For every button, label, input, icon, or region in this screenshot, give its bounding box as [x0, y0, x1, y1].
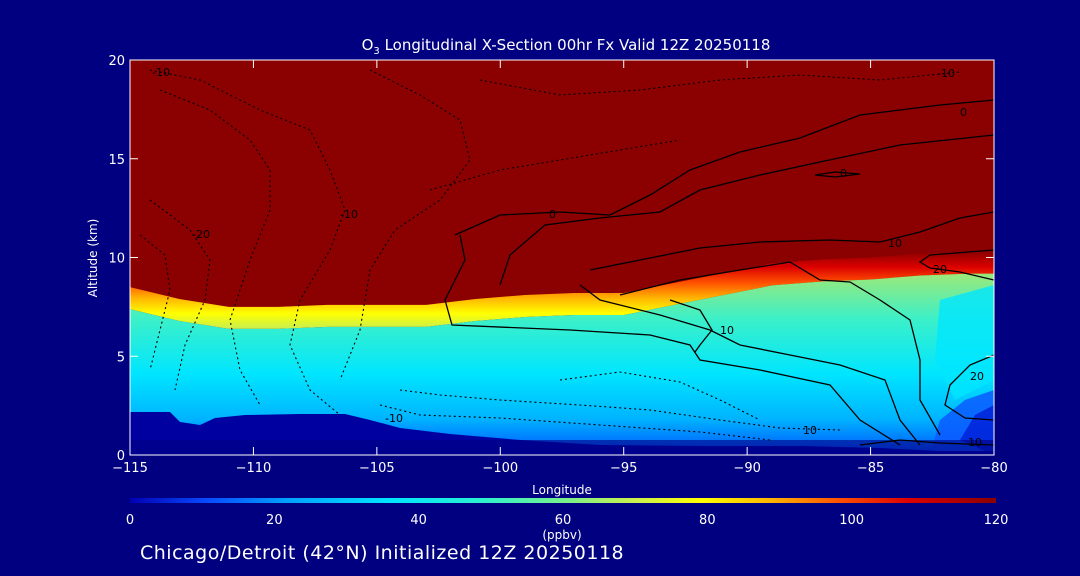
title-o: O: [362, 36, 374, 54]
contour-label-20-b: 20: [970, 370, 984, 383]
troposphere-fill: [130, 273, 994, 455]
y-axis: 0 5 10 15 20: [108, 54, 994, 464]
contour-label-0: 0: [549, 208, 556, 221]
contour-label-neg10-d: -10: [385, 412, 403, 425]
contour-neg-10-g: [559, 371, 761, 421]
contour-label-10-b: 10: [888, 237, 902, 250]
y-tick-label: 20: [108, 54, 125, 69]
contour-0-east: [444, 234, 901, 446]
transition-band: [130, 251, 994, 329]
contour-neg-20-b: [139, 234, 171, 371]
contour-label-neg10-a: -10: [152, 66, 170, 79]
contour-20-east: [918, 249, 994, 281]
x-tick-label: −95: [610, 461, 637, 476]
footer-caption: Chicago/Detroit (42°N) Initialized 12Z 2…: [140, 542, 625, 564]
contour-label-neg10-c: -10: [340, 208, 358, 221]
contour-label-neg20: -20: [192, 228, 210, 241]
contour-0-mid: [669, 299, 713, 353]
x-axis: −115 −110 −105 −100 −95 −90 −85 −80: [112, 60, 1008, 476]
plot-area: 10 0 10 20 -10 -10 0 0 -10 -20 -10 10 10…: [130, 60, 994, 455]
contour-label-0-c: 0: [840, 167, 847, 180]
contour-label-10-d: 10: [968, 436, 982, 449]
colorbar-ticks: 0 20 40 60 80 100 120: [126, 513, 1009, 528]
contour-10-low: [619, 261, 941, 436]
contour-neg-10-b: [159, 89, 271, 406]
cyan-patch: [935, 285, 994, 400]
title-rest: Longitudinal X-Section 00hr Fx Valid 12Z…: [380, 36, 771, 54]
chart-title: O3 Longitudinal X-Section 00hr Fx Valid …: [362, 36, 771, 57]
terrain-dark: [130, 440, 994, 455]
contour-20: [579, 284, 921, 446]
contour-neg-20: [149, 199, 211, 391]
x-tick-label: −80: [980, 461, 1007, 476]
y-tick-label: 10: [108, 252, 125, 267]
x-tick-label: −110: [236, 461, 272, 476]
colorbar-tick-label: 20: [266, 513, 283, 528]
contour-20-loop: [944, 354, 994, 421]
contour-label-0-b: 0: [960, 106, 967, 119]
colorbar-tick-label: 80: [699, 513, 716, 528]
x-tick-label: −105: [359, 461, 395, 476]
x-tick-label: −90: [733, 461, 760, 476]
colorbar-tick-label: 40: [410, 513, 427, 528]
x-tick-label: −100: [482, 461, 518, 476]
contour-10-a: [499, 134, 994, 286]
contour-0-small: [814, 171, 861, 178]
y-tick-label: 15: [108, 153, 125, 168]
contour-label-neg10-b: -10: [937, 67, 955, 80]
contour-label-20: 20: [933, 263, 947, 276]
y-tick-label: 0: [117, 449, 125, 464]
y-tick-label: 5: [117, 350, 125, 365]
contour-neg-10-e: [399, 389, 841, 431]
contour-10-b: [589, 211, 994, 271]
contour-neg-10-c: [339, 69, 471, 381]
colorbar-tick-label: 60: [555, 513, 572, 528]
title-subscript: 3: [373, 46, 379, 57]
x-axis-label: Longitude: [532, 483, 592, 497]
x-tick-label: −85: [857, 461, 884, 476]
colorbar: [130, 498, 996, 503]
contour-neg-10-a: [149, 69, 346, 416]
contour-label-10: 10: [720, 324, 734, 337]
x-tick-label: −115: [112, 461, 148, 476]
colorbar-unit: (ppbv): [542, 528, 581, 542]
contour-label-10-c: 10: [803, 424, 817, 437]
contour-0-upper: [454, 99, 994, 236]
colorbar-tick-label: 100: [839, 513, 864, 528]
contour-neg-10-f: [379, 404, 771, 441]
contour-10-bottom: [859, 439, 994, 446]
colorbar-tick-label: 0: [126, 513, 134, 528]
contour-neg-10-d: [479, 71, 961, 96]
colorbar-tick-label: 120: [984, 513, 1009, 528]
y-axis-label: Altitude (km): [86, 219, 100, 298]
